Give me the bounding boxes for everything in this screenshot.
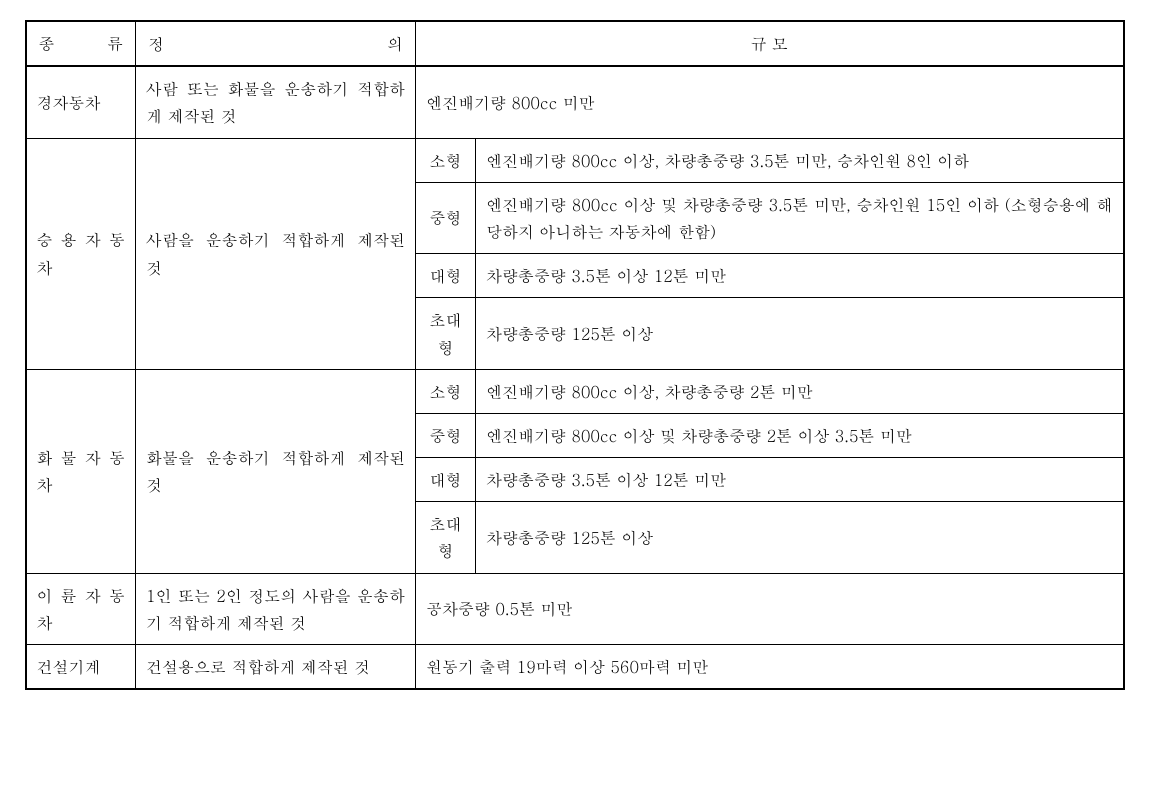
- definition-cell: 1인 또는 2인 정도의 사람을 운송하기 적합하게 제작된 것: [136, 573, 416, 644]
- type-cell: 경자동차: [26, 66, 136, 138]
- table-row: 건설기계 건설용으로 적합하게 제작된 것 원동기 출력 19마력 이상 560…: [26, 645, 1124, 690]
- size-desc: 엔진배기량 800cc 이상, 차량총중량 2톤 미만: [476, 369, 1124, 413]
- type-cell: 승 용 자 동 차: [26, 138, 136, 369]
- size-label: 대형: [416, 254, 476, 298]
- scale-cell: 원동기 출력 19마력 이상 560마력 미만: [416, 645, 1124, 690]
- type-cell: 이 륜 자 동 차: [26, 573, 136, 644]
- type-cell: 건설기계: [26, 645, 136, 690]
- header-type: 종 류: [26, 21, 136, 66]
- definition-cell: 건설용으로 적합하게 제작된 것: [136, 645, 416, 690]
- classification-table: 종 류 정 의 규 모 경자동차 사람 또는 화물을 운송하기 적합하게 제작된…: [25, 20, 1125, 690]
- size-desc: 엔진배기량 800cc 이상 및 차량총중량 2톤 이상 3.5톤 미만: [476, 413, 1124, 457]
- size-desc: 차량총중량 3.5톤 이상 12톤 미만: [476, 254, 1124, 298]
- size-desc: 엔진배기량 800cc 이상 및 차량총중량 3.5톤 미만, 승차인원 15인…: [476, 182, 1124, 253]
- definition-cell: 화물을 운송하기 적합하게 제작된 것: [136, 369, 416, 573]
- scale-cell: 엔진배기량 800cc 미만: [416, 66, 1124, 138]
- header-definition: 정 의: [136, 21, 416, 66]
- size-label: 소형: [416, 138, 476, 182]
- table-row: 이 륜 자 동 차 1인 또는 2인 정도의 사람을 운송하기 적합하게 제작된…: [26, 573, 1124, 644]
- size-desc: 차량총중량 125톤 이상: [476, 502, 1124, 573]
- table-row: 경자동차 사람 또는 화물을 운송하기 적합하게 제작된 것 엔진배기량 800…: [26, 66, 1124, 138]
- table-row: 승 용 자 동 차 사람을 운송하기 적합하게 제작된 것 소형 엔진배기량 8…: [26, 138, 1124, 182]
- size-label: 중형: [416, 182, 476, 253]
- table-row: 화 물 자 동 차 화물을 운송하기 적합하게 제작된 것 소형 엔진배기량 8…: [26, 369, 1124, 413]
- definition-cell: 사람 또는 화물을 운송하기 적합하게 제작된 것: [136, 66, 416, 138]
- size-label: 소형: [416, 369, 476, 413]
- size-desc: 차량총중량 3.5톤 이상 12톤 미만: [476, 458, 1124, 502]
- vehicle-classification-table: 종 류 정 의 규 모 경자동차 사람 또는 화물을 운송하기 적합하게 제작된…: [25, 20, 1125, 690]
- definition-cell: 사람을 운송하기 적합하게 제작된 것: [136, 138, 416, 369]
- scale-cell: 공차중량 0.5톤 미만: [416, 573, 1124, 644]
- size-label: 초대형: [416, 298, 476, 369]
- table-header-row: 종 류 정 의 규 모: [26, 21, 1124, 66]
- size-label: 중형: [416, 413, 476, 457]
- header-scale: 규 모: [416, 21, 1124, 66]
- size-label: 초대형: [416, 502, 476, 573]
- size-desc: 엔진배기량 800cc 이상, 차량총중량 3.5톤 미만, 승차인원 8인 이…: [476, 138, 1124, 182]
- type-cell: 화 물 자 동 차: [26, 369, 136, 573]
- size-label: 대형: [416, 458, 476, 502]
- size-desc: 차량총중량 125톤 이상: [476, 298, 1124, 369]
